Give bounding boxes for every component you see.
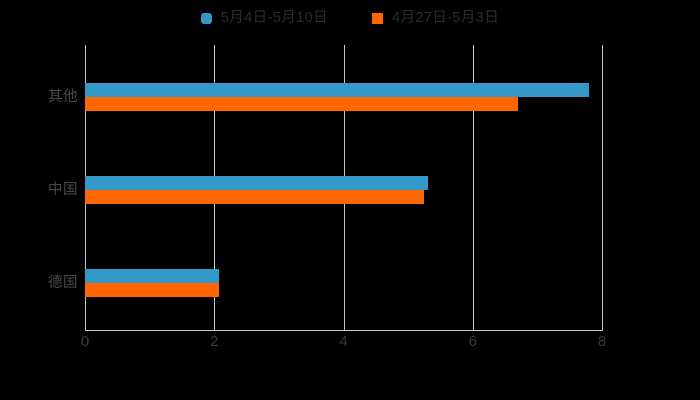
bar-2-series-1[interactable] — [85, 283, 220, 297]
x-tick-label-3: 6 — [468, 333, 477, 350]
chart-legend: 5月4日-5月10日 4月27日-5月3日 — [0, 6, 700, 30]
gridline-x-6 — [472, 45, 474, 330]
x-tick-label-4: 8 — [597, 333, 607, 350]
gridline-x-8 — [602, 45, 603, 330]
legend-item-series-2[interactable]: 4月27日-5月3日 — [372, 11, 499, 26]
y-category-label-2: 德国 — [48, 275, 78, 291]
y-category-label-0: 其他 — [48, 89, 78, 105]
legend-swatch-orange-icon — [372, 12, 383, 24]
bar-0-series-1[interactable] — [85, 97, 518, 111]
x-tick-label-0: 0 — [80, 333, 90, 350]
bar-1-series-1[interactable] — [85, 190, 425, 204]
y-category-label-1: 中国 — [48, 182, 78, 198]
legend-swatch-blue-icon — [200, 12, 212, 24]
legend-item-series-1[interactable]: 5月4日-5月10日 — [200, 9, 328, 26]
x-axis-line — [85, 330, 603, 331]
x-tick-label-1: 2 — [210, 333, 219, 350]
legend-label-series-1: 5月4日-5月10日 — [220, 9, 328, 26]
bar-0-series-0[interactable] — [85, 83, 590, 97]
x-tick-label-2: 4 — [339, 333, 348, 350]
legend-label-series-2: 4月27日-5月3日 — [392, 9, 500, 26]
bar-1-series-0[interactable] — [85, 176, 428, 190]
bar-2-series-0[interactable] — [85, 269, 220, 283]
